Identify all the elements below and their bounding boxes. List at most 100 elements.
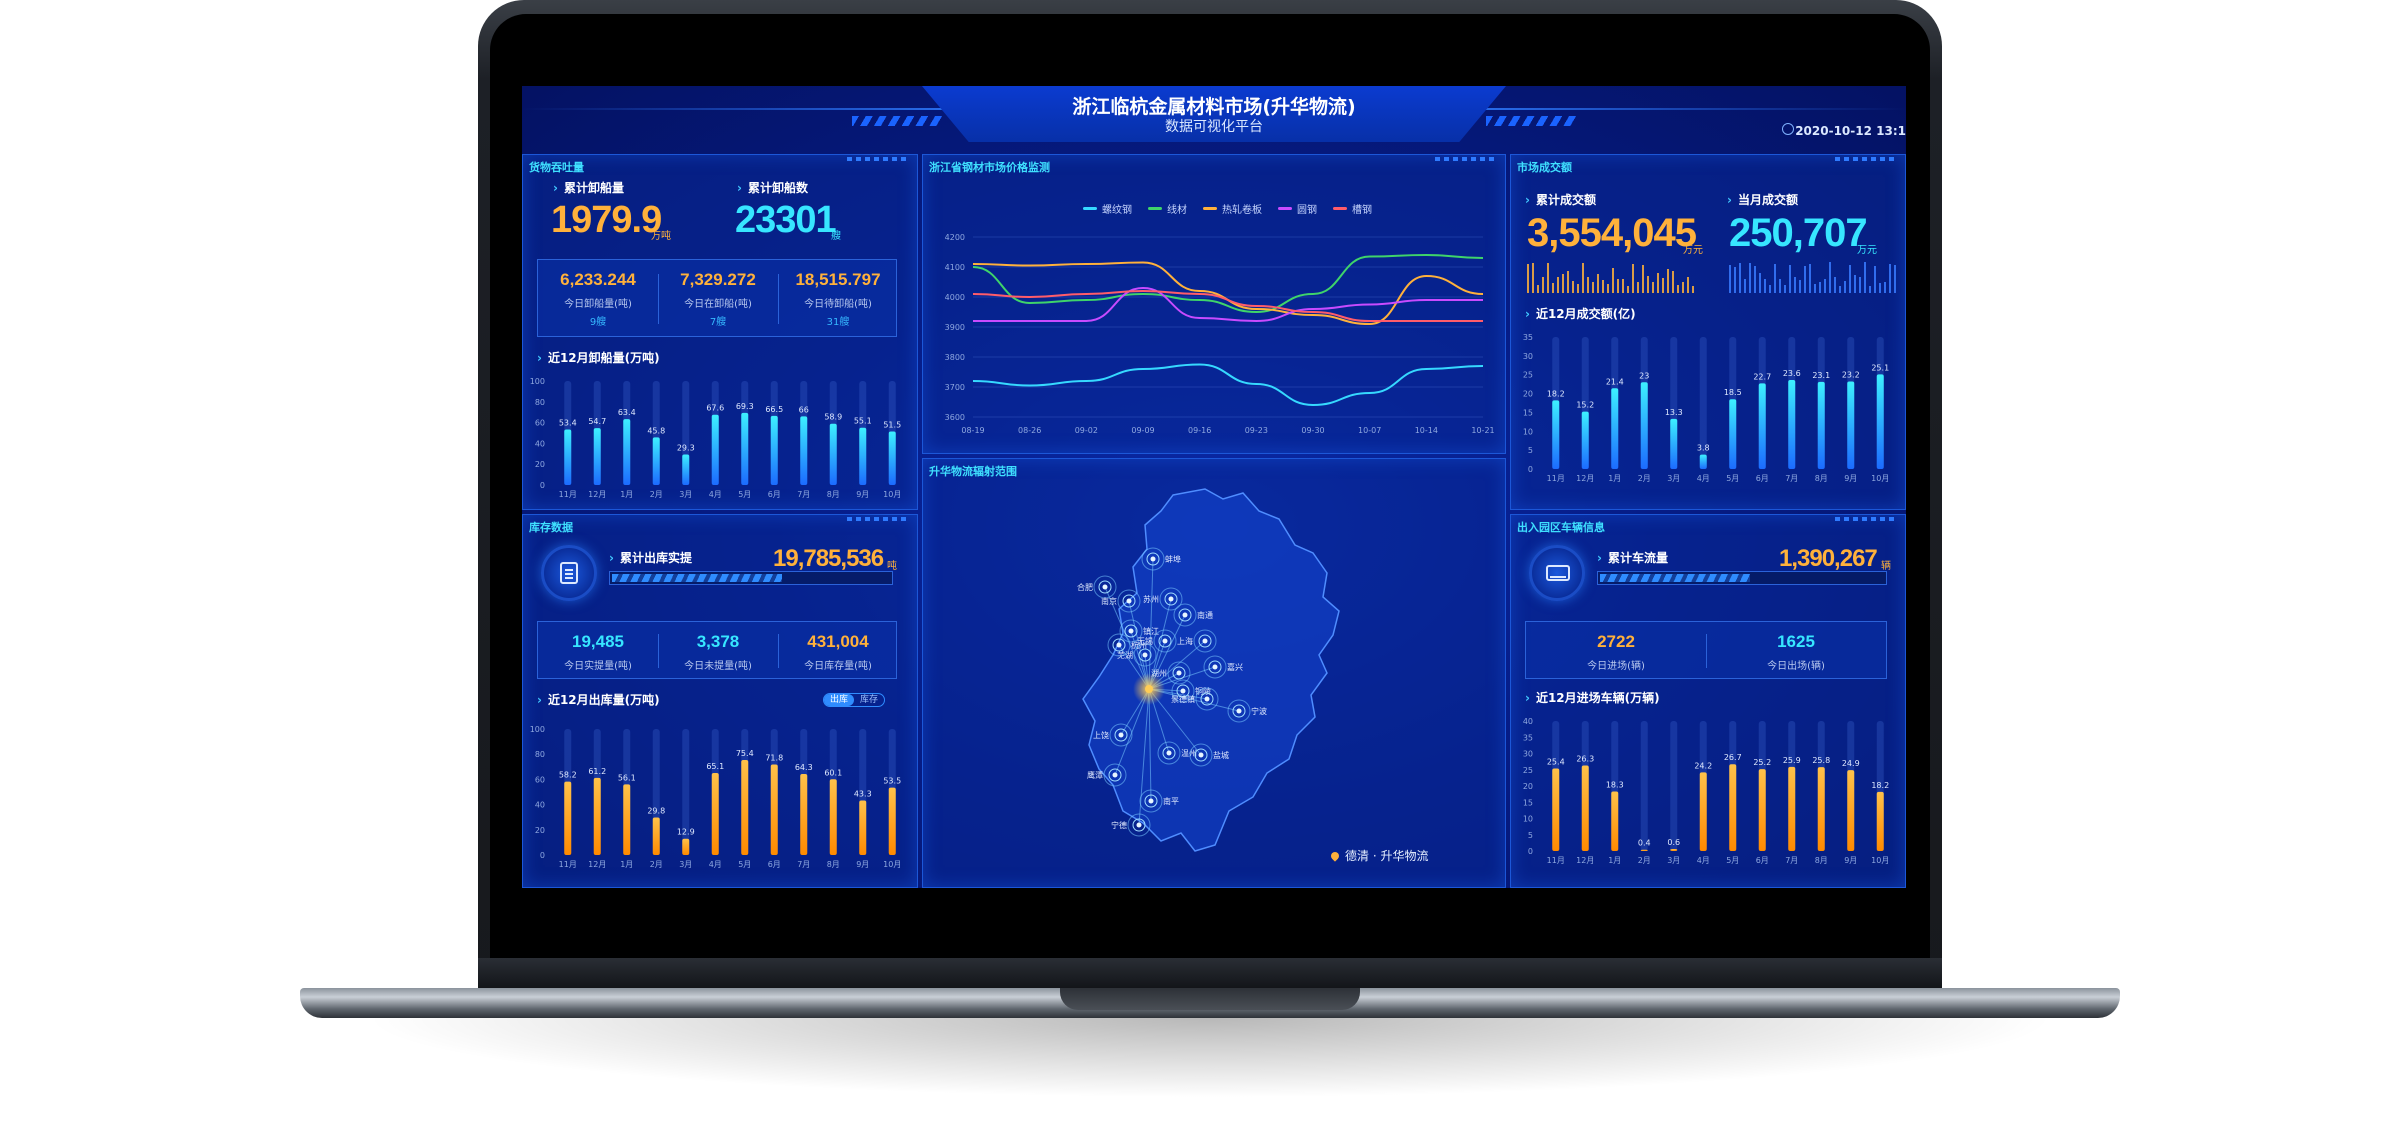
city-ring <box>1122 594 1136 608</box>
city-ring <box>1109 723 1133 747</box>
bar-value-label: 43.3 <box>854 789 872 798</box>
sparkline-bar <box>1682 282 1684 293</box>
sparkline-bar <box>1687 276 1689 293</box>
sparkline-bar <box>1592 282 1594 293</box>
bar <box>1552 768 1560 851</box>
bar-value-label: 22.7 <box>1753 372 1771 381</box>
unload-total-unit: 万吨 <box>651 231 671 242</box>
sparkline-bar <box>1607 284 1609 293</box>
divider <box>658 634 659 668</box>
bar <box>1758 383 1766 469</box>
map-footer-label: 德清 · 升华物流 <box>1345 849 1429 863</box>
sparkline-bar <box>1804 265 1806 293</box>
stat-label: 今日进场(辆) <box>1587 661 1645 672</box>
clock-icon <box>1782 123 1794 135</box>
vehicles-bar-chart: 0 5 10 15 20 25 30 35 40 25.4 11月 26.3 12月 18.3 1月 0.4 2… <box>1523 717 1890 865</box>
bar <box>829 779 837 855</box>
bar-value-label: 58.9 <box>824 413 842 422</box>
divider <box>778 274 779 324</box>
bar-value-label: 53.5 <box>883 777 901 786</box>
bar <box>859 427 867 485</box>
city-label: 无锡 <box>1137 637 1153 646</box>
outbound-stock-toggle[interactable]: 出库 库存 <box>823 693 886 707</box>
x-tick-label: 11月 <box>559 860 577 869</box>
outbound-label: 累计出库实提 <box>609 549 692 566</box>
flow-progress <box>1597 571 1887 585</box>
x-tick-label: 09-16 <box>1188 426 1211 435</box>
map-footer: 德清 · 升华物流 <box>1329 847 1429 864</box>
market-month-label: 当月成交额 <box>1727 191 1798 208</box>
bar <box>711 772 719 855</box>
unload-total-value: 1979.9 <box>551 199 662 241</box>
sparkline-bar <box>1582 262 1584 293</box>
bar-track <box>682 729 690 855</box>
bar-value-label: 29.8 <box>647 806 665 815</box>
stat-label: 今日未提量(吨) <box>684 661 752 672</box>
city-ring <box>1232 704 1246 718</box>
city-dot <box>1118 732 1124 738</box>
bar <box>1729 764 1737 851</box>
legend-item[interactable]: 圆钢 <box>1278 201 1317 216</box>
legend-item[interactable]: 槽钢 <box>1333 201 1372 216</box>
y-tick-label: 10 <box>1523 815 1533 824</box>
x-tick-label: 2月 <box>1638 856 1651 865</box>
unload-chart-title: 近12月卸船量(万吨) <box>537 349 660 366</box>
y-tick-label: 15 <box>1523 798 1533 807</box>
x-tick-label: 7月 <box>1785 856 1798 865</box>
x-tick-label: 08-19 <box>961 426 984 435</box>
sparkline-bar <box>1692 285 1694 293</box>
bar <box>859 800 867 855</box>
sparkline-bar <box>1552 283 1554 293</box>
bar-value-label: 21.4 <box>1606 377 1624 386</box>
y-tick-label: 35 <box>1523 333 1533 342</box>
stat-value: 3,378 <box>696 632 740 651</box>
bar <box>1581 765 1589 851</box>
bar-value-label: 55.1 <box>854 417 872 426</box>
city-ring <box>1119 619 1143 643</box>
city-ring <box>1198 634 1212 648</box>
bar-value-label: 75.4 <box>736 749 754 758</box>
sparkline-bar <box>1734 266 1736 293</box>
bar-value-label: 25.9 <box>1783 756 1801 765</box>
y-tick-label: 80 <box>535 398 545 407</box>
bar <box>829 423 837 485</box>
y-tick-label: 40 <box>535 801 545 810</box>
panel-title: 库存数据 <box>529 521 573 534</box>
legend-item[interactable]: 热轧卷板 <box>1203 201 1262 216</box>
truck-icon <box>1546 565 1570 581</box>
toggle-outbound[interactable]: 出库 <box>824 694 855 706</box>
divider <box>1706 634 1707 668</box>
legend-item[interactable]: 线材 <box>1148 201 1187 216</box>
city-dot <box>1176 670 1182 676</box>
city-dot <box>1128 628 1134 634</box>
bar-value-label: 53.4 <box>559 418 577 427</box>
bar-value-label: 25.4 <box>1547 757 1565 766</box>
y-tick-label: 60 <box>535 419 545 428</box>
bar-value-label: 25.2 <box>1753 758 1771 767</box>
sparkline-bar <box>1819 282 1821 293</box>
sparkline-bar <box>1729 265 1731 293</box>
series-line <box>972 253 1484 314</box>
city-ring <box>1153 629 1177 653</box>
x-tick-label: 11月 <box>1547 474 1565 483</box>
y-tick-label: 30 <box>1523 750 1533 759</box>
x-tick-label: 09-02 <box>1075 426 1098 435</box>
x-tick-label: 4月 <box>1697 474 1710 483</box>
bar <box>1817 767 1825 851</box>
x-tick-label: 09-30 <box>1301 426 1324 435</box>
bar-value-label: 65.1 <box>706 762 724 771</box>
toggle-stock[interactable]: 库存 <box>860 695 879 705</box>
x-tick-label: 4月 <box>1697 856 1710 865</box>
bar <box>623 784 631 855</box>
x-tick-label: 3月 <box>679 860 692 869</box>
stat-label: 今日出场(辆) <box>1767 661 1825 672</box>
city-label: 上海 <box>1177 636 1193 646</box>
outbound-progress <box>609 571 893 585</box>
sparkline-bar <box>1562 274 1564 293</box>
dashboard-screen: 浙江临杭金属材料市场(升华物流) 数据可视化平台 2020-10-12 13:1… <box>522 86 1906 888</box>
sparkline-bar <box>1547 263 1549 293</box>
sparkline-bar <box>1779 279 1781 293</box>
legend-item[interactable]: 螺纹钢 <box>1083 201 1132 216</box>
city-label: 杭州 <box>1131 640 1147 650</box>
bar-value-label: 66 <box>799 405 809 414</box>
